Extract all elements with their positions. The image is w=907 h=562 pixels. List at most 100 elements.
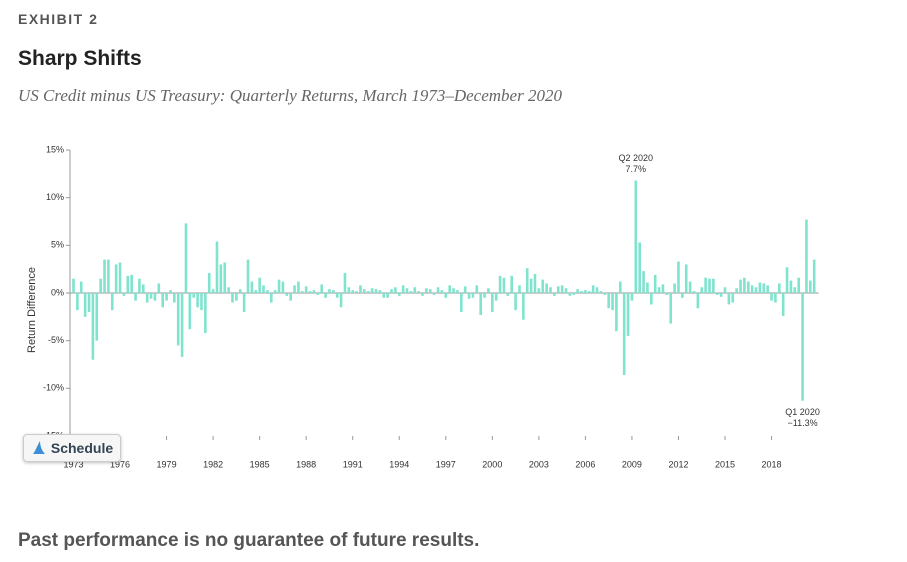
bar: [584, 290, 587, 293]
annotation-value: −11.3%: [788, 418, 818, 428]
bar: [204, 293, 207, 334]
bar: [211, 289, 215, 293]
bar: [370, 288, 374, 293]
bar: [223, 262, 227, 293]
bar: [72, 278, 75, 293]
bar: [669, 293, 673, 324]
bar: [169, 290, 172, 293]
bar: [688, 281, 692, 293]
bar: [735, 288, 738, 293]
bar: [560, 285, 564, 293]
bar: [715, 293, 719, 295]
bar: [347, 287, 351, 293]
x-tick-label: 1979: [157, 459, 177, 469]
bar: [227, 287, 230, 293]
bar: [502, 277, 506, 293]
bar: [797, 277, 800, 293]
bar: [297, 281, 300, 293]
bar: [374, 289, 378, 293]
bar: [235, 293, 238, 301]
bar: [153, 293, 157, 301]
bar: [537, 288, 541, 293]
bar: [413, 287, 417, 293]
bar: [246, 259, 250, 293]
bar: [173, 293, 176, 303]
y-tick-label: 10%: [46, 192, 64, 202]
bar: [79, 281, 83, 293]
bar: [351, 290, 355, 293]
bar: [653, 274, 657, 293]
x-tick-label: 1985: [250, 459, 270, 469]
bar: [269, 293, 273, 303]
bar: [87, 293, 91, 313]
bar: [758, 282, 762, 293]
bar: [452, 288, 455, 293]
bar: [304, 286, 308, 293]
bar: [312, 290, 316, 293]
bar: [463, 286, 467, 293]
bar: [801, 293, 804, 401]
bar: [176, 293, 180, 346]
bar: [339, 293, 343, 308]
annotation-label: Q2 2020: [619, 153, 654, 163]
x-tick-label: 2000: [482, 459, 502, 469]
bar: [781, 293, 785, 316]
bar: [142, 284, 145, 293]
bar: [467, 293, 471, 299]
y-tick-label: -10%: [43, 383, 64, 393]
bar: [529, 278, 533, 293]
bar: [258, 277, 261, 293]
bar: [215, 241, 219, 293]
bar: [494, 293, 498, 301]
bar: [378, 290, 382, 293]
bar: [428, 289, 432, 293]
bar: [603, 293, 607, 295]
x-tick-label: 2018: [762, 459, 782, 469]
bar: [809, 280, 812, 293]
bar: [793, 287, 797, 293]
bar: [285, 293, 289, 296]
sail-icon: [32, 441, 45, 454]
x-tick-label: 2015: [715, 459, 735, 469]
y-axis-label: Return Difference: [26, 267, 38, 353]
x-tick-label: 1997: [436, 459, 456, 469]
bar: [103, 259, 106, 293]
bar: [184, 223, 188, 293]
bar: [556, 286, 560, 293]
bar: [76, 293, 79, 311]
bar: [770, 293, 773, 301]
bar: [390, 289, 393, 293]
bar: [471, 293, 475, 298]
bar: [630, 293, 634, 301]
bar: [343, 272, 347, 293]
bar: [273, 290, 277, 293]
y-tick-label: 15%: [46, 144, 64, 154]
bar: [262, 285, 265, 293]
bar: [487, 288, 490, 293]
bar: [475, 285, 479, 293]
bar: [118, 262, 122, 293]
bar: [355, 291, 358, 293]
bar: [219, 264, 223, 293]
bar: [514, 293, 517, 311]
bar: [165, 293, 168, 301]
bar: [541, 279, 545, 293]
bar: [460, 293, 463, 313]
bar: [587, 291, 591, 293]
bar: [611, 293, 614, 311]
bar: [328, 289, 331, 293]
bar: [568, 293, 572, 296]
bar: [483, 293, 486, 298]
schedule-button[interactable]: Schedule: [23, 434, 121, 462]
bar: [700, 287, 704, 293]
bar: [727, 293, 731, 305]
exhibit-label: EXHIBIT 2: [18, 11, 99, 27]
bar: [161, 293, 164, 308]
x-tick-label: 1973: [63, 459, 83, 469]
bar: [510, 275, 514, 293]
bar: [506, 293, 510, 296]
bar: [363, 289, 366, 293]
bar: [122, 293, 126, 296]
bar: [595, 287, 599, 293]
bar: [533, 273, 537, 293]
